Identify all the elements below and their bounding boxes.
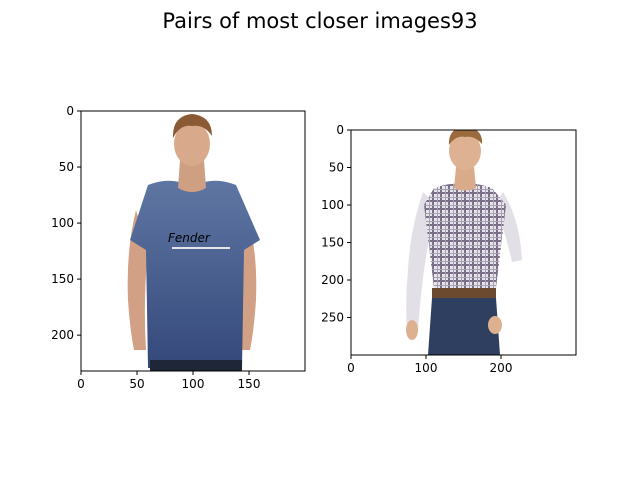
y-tick-label: 0 [336,123,344,137]
tshirt [130,180,260,368]
plaid-shirt [424,183,506,288]
x-tick-label: 50 [129,377,144,391]
right-ticks: 0 100 200 0 50 100 150 200 250 [321,123,512,375]
head [449,132,481,170]
y-tick-label: 250 [321,311,344,325]
neck [178,160,206,192]
head [174,122,210,166]
hair [448,130,483,145]
left-photo: Fender [81,111,305,371]
belt [432,288,496,298]
pants [150,360,242,371]
y-tick-label: 150 [321,236,344,250]
fender-logo: Fender [168,231,211,245]
left-subplot: Fender 0 50 100 150 0 50 100 150 200 [51,104,306,391]
y-tick-label: 50 [329,161,344,175]
y-tick-label: 200 [321,273,344,287]
y-tick-label: 0 [66,104,74,118]
left-hand [406,320,418,340]
figure-title: Pairs of most closer images93 [162,9,478,33]
neck [454,167,476,191]
y-tick-label: 100 [321,198,344,212]
x-tick-label: 200 [490,361,513,375]
right-hand [488,316,502,334]
hair [172,114,212,138]
y-tick-label: 150 [51,272,74,286]
y-tick-label: 100 [51,216,74,230]
x-tick-label: 0 [77,377,85,391]
y-tick-label: 50 [59,160,74,174]
x-tick-label: 100 [415,361,438,375]
jeans [428,298,500,355]
x-tick-label: 150 [238,377,261,391]
right-photo [351,130,576,355]
x-tick-label: 0 [347,361,355,375]
right-subplot: 0 100 200 0 50 100 150 200 250 [321,123,577,375]
x-tick-label: 100 [182,377,205,391]
y-tick-label: 200 [51,328,74,342]
left-ticks: 0 50 100 150 0 50 100 150 200 [51,104,260,391]
